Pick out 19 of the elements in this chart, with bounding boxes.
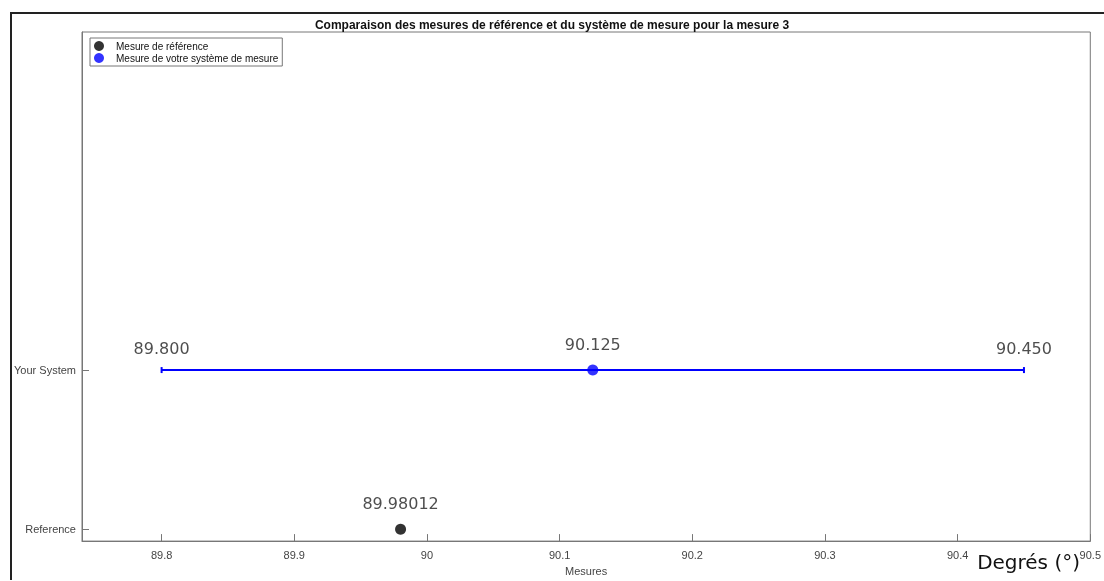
legend-label: Mesure de votre système de mesure	[116, 52, 279, 64]
x-tick-label: 90.5	[1079, 548, 1102, 561]
x-tick-label: 90.3	[814, 548, 836, 561]
x-tick-label: 89.8	[150, 548, 173, 561]
x-tick-label: 90	[420, 548, 434, 561]
data-label: 90.125	[564, 335, 621, 355]
x-axis-title: Mesures	[565, 564, 608, 577]
legend-label: Mesure de référence	[116, 40, 209, 52]
x-tick-label: 90.1	[548, 548, 571, 561]
y-tick-label: Reference	[25, 523, 76, 536]
x-tick-label: 90.4	[946, 548, 969, 561]
y-tick-label: Your System	[14, 364, 76, 377]
data-label: 89.98012	[362, 494, 439, 514]
x-tick-label: 89.9	[283, 548, 305, 561]
chart-title: Comparaison des mesures de référence et du système de mesure pour la mesure 3	[314, 18, 790, 32]
annotation: 90.450	[995, 338, 1052, 358]
annotation: 89.800	[133, 338, 190, 358]
annotation: Degrés (°)	[977, 550, 1080, 574]
x-tick-label: 90.2	[681, 548, 703, 561]
